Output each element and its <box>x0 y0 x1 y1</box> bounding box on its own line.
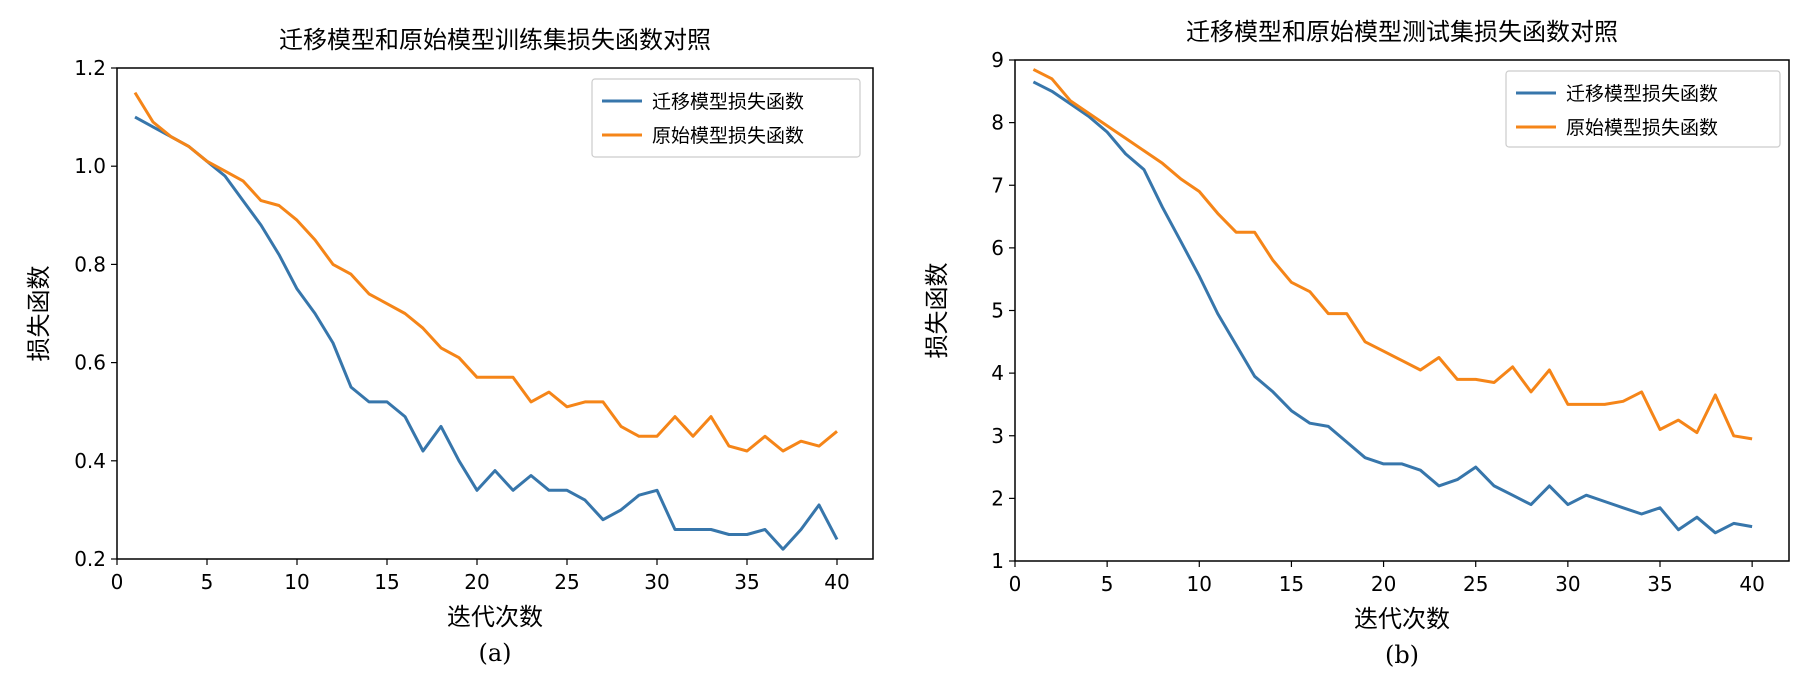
x-tick-label: 5 <box>1101 572 1114 596</box>
x-tick-label: 25 <box>1463 572 1488 596</box>
y-tick-label: 1 <box>991 549 1004 573</box>
y-tick-label: 5 <box>991 299 1004 323</box>
x-tick-label: 30 <box>1555 572 1580 596</box>
y-tick-label: 4 <box>991 361 1004 385</box>
y-tick-label: 7 <box>991 173 1004 197</box>
chart-a: 迁移模型和原始模型训练集损失函数对照 0 5 10 15 20 25 30 35 40 0.2 0.4… <box>25 26 874 667</box>
panel-caption: (a) <box>478 639 511 667</box>
series-line-original <box>1032 68 1753 441</box>
x-tick-label: 20 <box>464 570 489 594</box>
legend-label-transfer: 迁移模型损失函数 <box>652 91 804 113</box>
x-axis-label: 迭代次数 <box>447 603 543 631</box>
x-tick-label: 15 <box>1279 572 1304 596</box>
plot-frame <box>116 67 874 560</box>
x-tick-label: 40 <box>1739 572 1764 596</box>
legend-label-original: 原始模型损失函数 <box>652 125 804 147</box>
y-tick-label: 6 <box>991 236 1004 260</box>
series-line-transfer <box>134 115 839 551</box>
y-axis-label: 损失函数 <box>923 263 951 359</box>
y-tick-label: 0.6 <box>74 351 106 375</box>
x-tick-label: 40 <box>824 570 849 594</box>
y-tick-label: 3 <box>991 424 1004 448</box>
x-axis-label: 迭代次数 <box>1354 605 1450 633</box>
x-tick-label: 10 <box>1187 572 1212 596</box>
y-tick-label: 2 <box>991 486 1004 510</box>
y-tick-label: 9 <box>991 48 1004 72</box>
y-tick-label: 0.8 <box>74 252 106 276</box>
x-tick-label: 35 <box>734 570 759 594</box>
legend-label-transfer: 迁移模型损失函数 <box>1566 83 1718 105</box>
y-tick-label: 0.4 <box>74 449 106 473</box>
x-tick-label: 25 <box>554 570 579 594</box>
series-line-original <box>133 91 838 453</box>
x-tick-label: 10 <box>284 570 309 594</box>
legend-box <box>591 78 861 158</box>
x-tick-label: 0 <box>111 570 124 594</box>
y-tick-label: 0.2 <box>74 547 106 571</box>
x-tick-label: 20 <box>1371 572 1396 596</box>
chart-title: 迁移模型和原始模型训练集损失函数对照 <box>279 26 711 54</box>
panel-caption: (b) <box>1385 641 1419 669</box>
y-tick-label: 1.0 <box>74 154 106 178</box>
x-tick-label: 30 <box>644 570 669 594</box>
chart-b: 迁移模型和原始模型测试集损失函数对照 0 5 10 15 20 25 30 35 40 1 2 3 4 5 6… <box>923 18 1790 669</box>
x-tick-label: 35 <box>1647 572 1672 596</box>
series-line-transfer <box>1032 80 1753 535</box>
y-axis-label: 损失函数 <box>25 266 53 362</box>
y-tick-label: 1.2 <box>74 56 106 80</box>
x-tick-label: 0 <box>1009 572 1022 596</box>
legend-label-original: 原始模型损失函数 <box>1566 117 1718 139</box>
x-tick-label: 15 <box>374 570 399 594</box>
legend-box <box>1505 70 1781 148</box>
x-tick-label: 5 <box>201 570 214 594</box>
chart-title: 迁移模型和原始模型测试集损失函数对照 <box>1186 18 1618 46</box>
y-tick-label: 8 <box>991 111 1004 135</box>
